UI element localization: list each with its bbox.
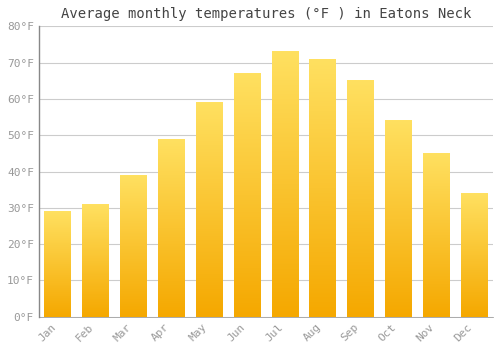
Title: Average monthly temperatures (°F ) in Eatons Neck: Average monthly temperatures (°F ) in Ea… xyxy=(60,7,471,21)
